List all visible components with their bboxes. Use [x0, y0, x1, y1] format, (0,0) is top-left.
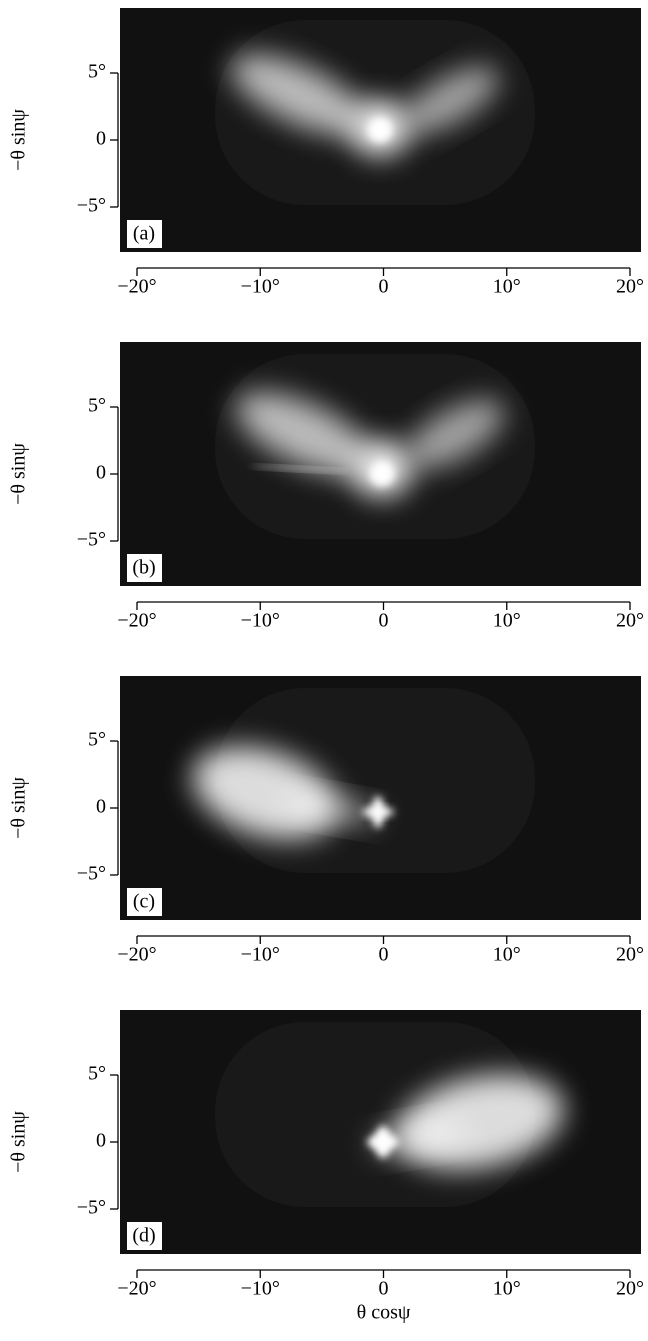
y-tick-label: 0 — [96, 796, 106, 818]
x-tick-label: 0 — [379, 276, 389, 298]
x-tick-label: −10° — [241, 610, 280, 632]
x-tick-label: 0 — [379, 610, 389, 632]
intensity-glow — [401, 66, 499, 134]
x-tick-label: −20° — [117, 944, 156, 966]
panel-label: (c) — [133, 891, 155, 913]
x-tick-label: 10° — [493, 276, 521, 298]
x-tick-label: −10° — [241, 1278, 280, 1300]
x-tick-label: 10° — [493, 1278, 521, 1300]
y-tick-label: −5° — [77, 863, 106, 885]
panel-label-box — [127, 554, 162, 582]
panel-label-box — [127, 888, 162, 916]
x-tick-label: 20° — [616, 610, 644, 632]
intensity-glow — [280, 791, 380, 825]
x-tick-label: 20° — [616, 944, 644, 966]
panel-label: (a) — [133, 223, 155, 245]
x-tick-label: −20° — [117, 1278, 156, 1300]
y-tick-label: −5° — [77, 1197, 106, 1219]
panel: (b) 5° 0 −5° −θ sinψ −20° −10° 0 10° 20° — [8, 342, 644, 632]
panel-label-box — [127, 1222, 162, 1250]
x-tick-label: −20° — [117, 610, 156, 632]
x-tick-label: 0 — [379, 1278, 389, 1300]
x-tick-label: 20° — [616, 1278, 644, 1300]
y-tick-label: 5° — [88, 1063, 106, 1085]
x-tick-label: −10° — [241, 944, 280, 966]
y-tick-label: 0 — [96, 1130, 106, 1152]
y-tick-label: 5° — [88, 729, 106, 751]
intensity-glow — [362, 807, 394, 817]
y-axis-label: −θ sinψ — [8, 443, 30, 505]
panel-label-box — [127, 220, 162, 248]
y-axis-label: −θ sinψ — [8, 1111, 30, 1173]
panel: (d) 5° 0 −5° −θ sinψ −20° −10° 0 10° 20° θ cosψ — [8, 1010, 644, 1324]
x-tick-label: −10° — [241, 276, 280, 298]
panel: (a) 5° 0 −5° −θ sinψ −20° −10° 0 10° 20° — [8, 8, 644, 298]
x-tick-label: 20° — [616, 276, 644, 298]
y-tick-label: 0 — [96, 462, 106, 484]
panel: (c) 5° 0 −5° −θ sinψ −20° −10° 0 10° 20° — [8, 676, 644, 966]
x-tick-label: 0 — [379, 944, 389, 966]
y-tick-label: 0 — [96, 128, 106, 150]
y-tick-label: −5° — [77, 195, 106, 217]
intensity-glow — [231, 54, 369, 136]
x-axis-label: θ cosψ — [357, 1302, 411, 1324]
y-tick-label: 5° — [88, 395, 106, 417]
panel-label: (d) — [132, 1225, 155, 1247]
y-tick-label: 5° — [88, 61, 106, 83]
x-tick-label: −20° — [117, 276, 156, 298]
intensity-glow — [250, 465, 350, 473]
intensity-glow — [405, 399, 505, 469]
y-tick-label: −5° — [77, 529, 106, 551]
intensity-glow — [367, 1135, 399, 1149]
x-tick-label: 10° — [493, 610, 521, 632]
y-axis-label: −θ sinψ — [8, 777, 30, 839]
intensity-glow — [368, 118, 392, 142]
x-tick-label: 10° — [493, 944, 521, 966]
y-axis-label: −θ sinψ — [8, 109, 30, 171]
intensity-glow — [192, 746, 338, 840]
panel-label: (b) — [132, 557, 155, 579]
intensity-glow — [235, 392, 375, 476]
intensity-glow — [370, 462, 394, 486]
